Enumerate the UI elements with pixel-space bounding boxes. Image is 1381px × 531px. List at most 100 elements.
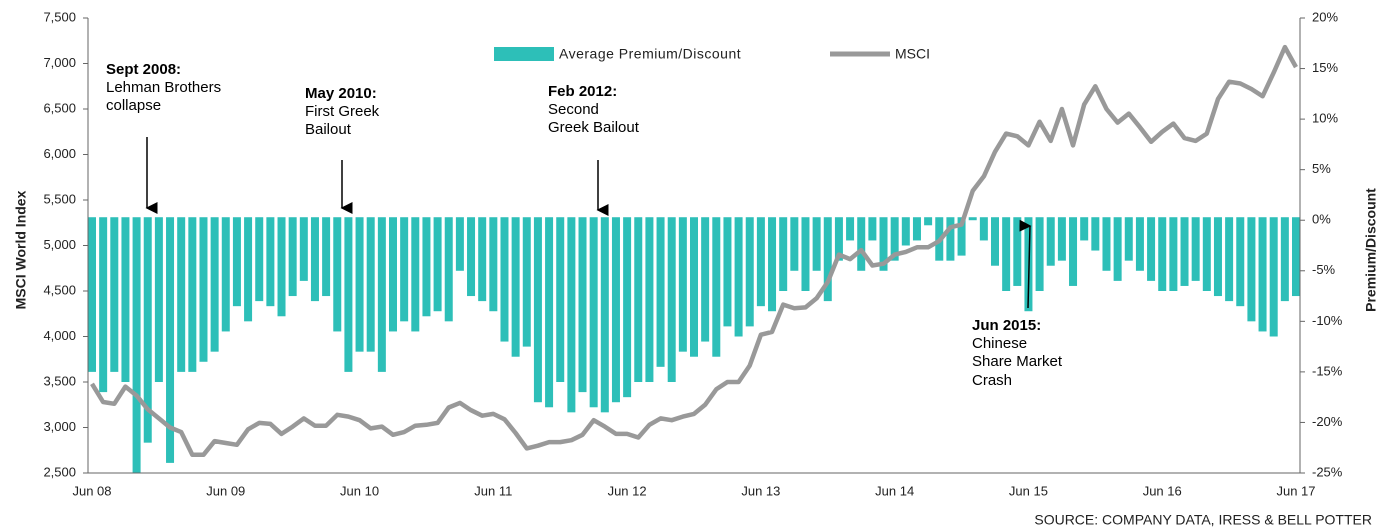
y2-tick-label: -25% xyxy=(1312,464,1343,479)
y2-tick-label: 10% xyxy=(1312,111,1338,126)
bar xyxy=(1292,217,1300,297)
bar xyxy=(266,217,275,307)
x-tick-label: Jun 11 xyxy=(474,483,512,498)
y2-tick-label: -20% xyxy=(1312,414,1343,429)
annotation-title: Jun 2015: xyxy=(972,317,1041,334)
annotation-text: Chinese xyxy=(972,335,1027,352)
bar xyxy=(455,217,464,271)
y2-axis-title: Premium/Discount xyxy=(1363,188,1379,312)
bar xyxy=(433,217,442,312)
bar xyxy=(244,217,253,322)
bar xyxy=(344,217,353,372)
bar xyxy=(1013,217,1022,286)
bar xyxy=(1225,217,1234,302)
bar xyxy=(834,217,843,261)
x-tick-label: Jun 13 xyxy=(741,483,780,498)
bar xyxy=(846,217,855,241)
bar xyxy=(221,217,230,332)
bar xyxy=(857,217,866,271)
bar xyxy=(1113,217,1122,281)
y-tick-label: 5,000 xyxy=(43,237,76,252)
bar xyxy=(88,217,96,372)
bar xyxy=(946,217,955,261)
x-tick-label: Jun 16 xyxy=(1143,483,1182,498)
bar xyxy=(745,217,754,327)
bar xyxy=(611,217,620,403)
bar xyxy=(143,217,152,443)
y2-tick-label: 0% xyxy=(1312,212,1331,227)
bar xyxy=(1057,217,1066,261)
bar xyxy=(801,217,810,291)
bar xyxy=(299,217,308,281)
bar xyxy=(500,217,509,342)
bar xyxy=(567,217,576,413)
bar xyxy=(1091,217,1100,251)
bar xyxy=(1247,217,1256,322)
x-tick-label: Jun 17 xyxy=(1276,483,1315,498)
bar xyxy=(310,217,319,302)
y2-tick-label: 5% xyxy=(1312,161,1331,176)
x-tick-label: Jun 09 xyxy=(206,483,245,498)
bar xyxy=(322,217,331,297)
bar xyxy=(99,217,108,393)
y-axis-title: MSCI World Index xyxy=(13,190,29,309)
plot-area: 2,500 3,000 3,500 4,000 4,500 5,000 5,500 6,000… xyxy=(43,9,1342,498)
annotation-title: May 2010: xyxy=(305,85,377,102)
bar xyxy=(578,217,587,393)
y2-tick-label: -15% xyxy=(1312,363,1343,378)
bar xyxy=(823,217,832,302)
bar xyxy=(1269,217,1278,337)
legend-label: MSCI xyxy=(895,46,930,62)
bar xyxy=(511,217,520,357)
bar xyxy=(1035,217,1044,291)
y-tick-label: 3,000 xyxy=(43,419,76,434)
bar xyxy=(1147,217,1156,281)
bar xyxy=(912,217,921,241)
bar xyxy=(467,217,476,297)
bar xyxy=(121,217,130,382)
y-tick-label: 2,500 xyxy=(43,464,76,479)
bar xyxy=(723,217,732,327)
bar xyxy=(533,217,542,403)
bar xyxy=(522,217,531,347)
bar xyxy=(1158,217,1167,291)
bar xyxy=(1191,217,1200,281)
y2-tick-label: 15% xyxy=(1312,60,1338,75)
bar xyxy=(1002,217,1011,291)
bar xyxy=(110,217,119,372)
annotation-text: collapse xyxy=(106,97,161,114)
y-tick-label: 4,000 xyxy=(43,328,76,343)
bar xyxy=(556,217,565,382)
y-tick-label: 7,000 xyxy=(43,55,76,70)
bar xyxy=(589,217,598,408)
bar xyxy=(199,217,208,362)
bar xyxy=(277,217,286,317)
bar xyxy=(957,217,966,256)
bar xyxy=(1180,217,1189,286)
bar xyxy=(255,217,264,302)
bar xyxy=(812,217,821,271)
bar xyxy=(712,217,721,357)
bar xyxy=(991,217,999,266)
y-tick-label: 3,500 xyxy=(43,373,76,388)
x-tick-label: Jun 14 xyxy=(875,483,914,498)
bar xyxy=(1258,217,1267,332)
annotation-text: Crash xyxy=(972,372,1012,389)
y-tick-label: 5,500 xyxy=(43,191,76,206)
annotation-text: Second xyxy=(548,101,599,118)
bar xyxy=(1080,217,1089,241)
bar xyxy=(901,217,910,246)
bar xyxy=(968,217,977,221)
annotation-text: Greek Bailout xyxy=(548,119,640,136)
y-tick-label: 7,500 xyxy=(43,9,76,24)
x-tick-label: Jun 15 xyxy=(1009,483,1048,498)
bar xyxy=(979,217,988,241)
y2-tick-label: -5% xyxy=(1312,262,1336,277)
bar xyxy=(154,217,163,382)
annotation-text: Bailout xyxy=(305,121,352,138)
bar xyxy=(879,217,888,271)
bar xyxy=(333,217,342,332)
bar xyxy=(355,217,364,352)
bar xyxy=(890,217,899,261)
